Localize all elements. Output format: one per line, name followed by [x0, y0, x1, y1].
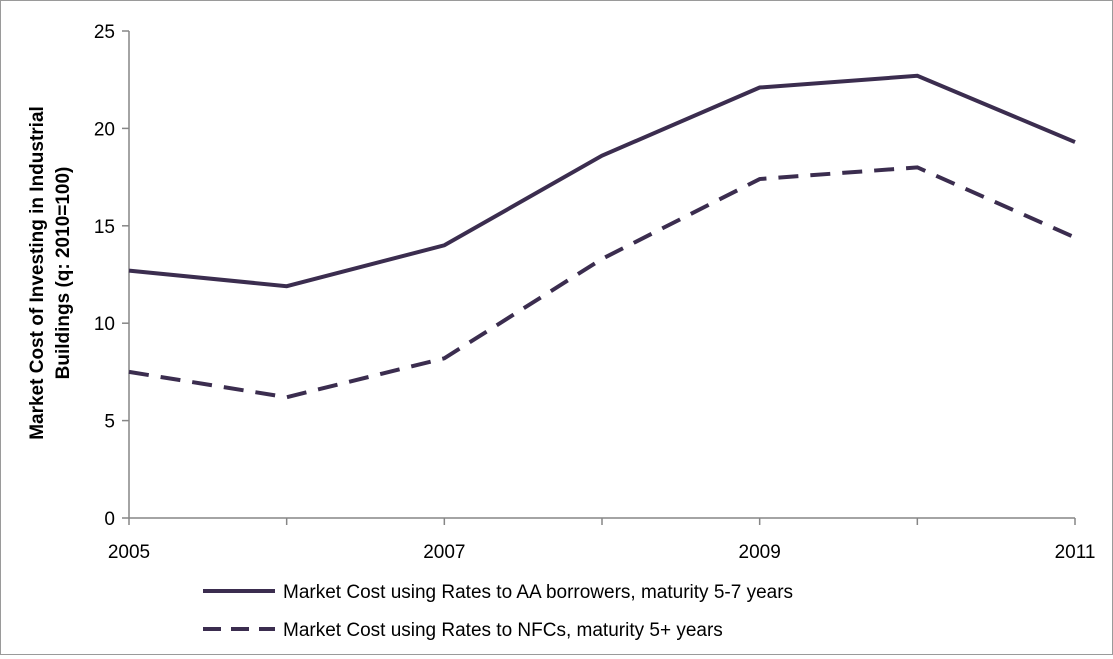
legend-label-aa-borrowers: Market Cost using Rates to AA borrowers,… — [283, 582, 793, 603]
y-axis-ticks: 0 5 10 15 20 25 — [94, 22, 129, 530]
y-tick-label: 20 — [94, 119, 115, 140]
x-tick-label: 2005 — [108, 542, 150, 563]
legend-label-nfcs: Market Cost using Rates to NFCs, maturit… — [283, 620, 723, 641]
y-axis-label-line-1: Market Cost of Investing in Industrial — [27, 106, 48, 440]
y-axis-label-line-2: Buildings (q: 2010=100) — [53, 167, 74, 380]
y-tick-label: 5 — [104, 412, 115, 433]
y-tick-label: 25 — [94, 22, 115, 43]
series-line-nfcs — [128, 165, 1076, 400]
axes — [128, 31, 1075, 519]
y-tick-label: 15 — [94, 217, 115, 238]
series-layer — [128, 73, 1076, 400]
x-tick-label: 2011 — [1055, 542, 1096, 563]
series-line-aa-borrowers — [128, 73, 1076, 289]
x-axis-ticks: 2005 2007 2009 2011 — [108, 518, 1096, 563]
x-tick-label: 2009 — [739, 542, 781, 563]
y-tick-label: 0 — [104, 509, 115, 530]
legend: Market Cost using Rates to AA borrowers,… — [203, 582, 793, 641]
y-tick-label: 10 — [94, 314, 115, 335]
x-tick-label: 2007 — [423, 542, 465, 563]
